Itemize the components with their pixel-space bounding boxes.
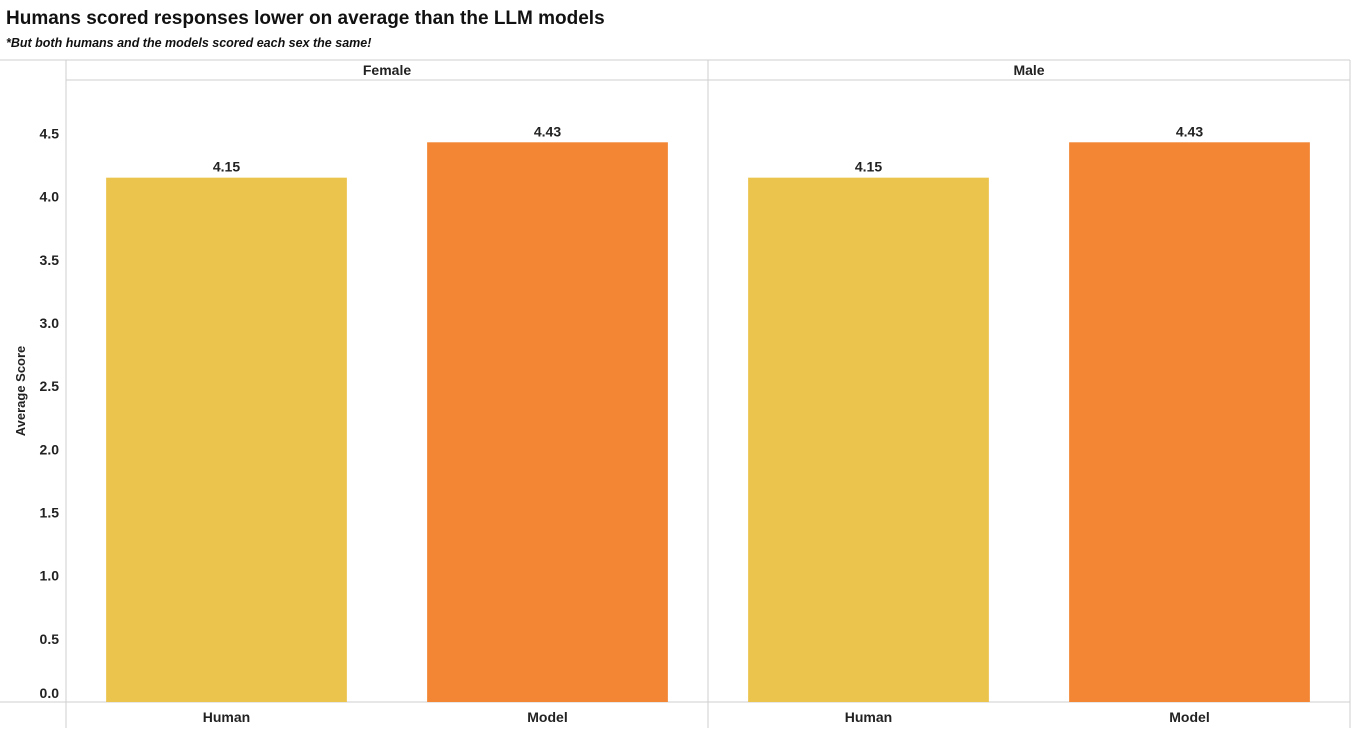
data-label: 4.15 xyxy=(213,159,240,175)
y-tick-label: 2.0 xyxy=(40,441,60,457)
data-label: 4.15 xyxy=(855,159,882,175)
y-tick-label: 3.0 xyxy=(40,315,60,331)
x-tick-label: Model xyxy=(1169,709,1209,725)
bar-male-human xyxy=(748,177,989,702)
y-tick-label: 3.5 xyxy=(40,252,60,268)
panel-title-male: Male xyxy=(1013,62,1044,78)
y-tick-label: 1.5 xyxy=(40,504,60,520)
y-tick-label: 2.5 xyxy=(40,378,60,394)
y-axis-title: Average Score xyxy=(13,346,28,437)
y-tick-label: 0.0 xyxy=(40,685,60,701)
chart-subtitle: *But both humans and the models scored e… xyxy=(6,36,372,50)
y-tick-label: 1.0 xyxy=(40,568,60,584)
x-tick-label: Human xyxy=(203,709,250,725)
bar-female-model xyxy=(427,142,668,702)
data-label: 4.43 xyxy=(534,123,561,139)
y-tick-label: 4.5 xyxy=(40,125,60,141)
data-label: 4.43 xyxy=(1176,123,1203,139)
x-tick-label: Model xyxy=(527,709,567,725)
y-tick-label: 4.0 xyxy=(40,189,60,205)
panel-title-female: Female xyxy=(363,62,411,78)
y-tick-label: 0.5 xyxy=(40,631,60,647)
bar-male-model xyxy=(1069,142,1310,702)
bar-female-human xyxy=(106,177,347,702)
chart-title: Humans scored responses lower on average… xyxy=(6,8,605,29)
x-tick-label: Human xyxy=(845,709,892,725)
